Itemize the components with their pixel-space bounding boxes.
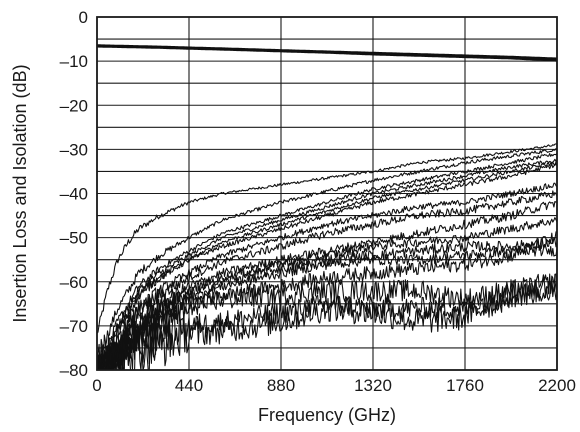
y-tick-label: –40 (60, 185, 88, 204)
y-tick-label: –50 (60, 229, 88, 248)
y-tick-label: –60 (60, 273, 88, 292)
y-tick-label: –20 (60, 96, 88, 115)
y-axis-label: Insertion Loss and Isolation (dB) (10, 64, 30, 322)
isolation-line (96, 148, 558, 371)
x-tick-label: 0 (92, 376, 101, 395)
x-tick-label: 1760 (446, 376, 484, 395)
isolation-line (96, 163, 558, 371)
y-tick-label: –10 (60, 52, 88, 71)
y-tick-label: 0 (79, 8, 88, 27)
plot-area (96, 16, 558, 371)
x-tick-label: 440 (175, 376, 203, 395)
y-tick-label: –70 (60, 317, 88, 336)
x-axis-label: Frequency (GHz) (258, 405, 396, 425)
x-tick-label: 1320 (354, 376, 392, 395)
isolation-line (96, 158, 558, 371)
insertion-loss-line (96, 44, 558, 62)
y-tick-label: –30 (60, 140, 88, 159)
isolation-line (96, 143, 558, 334)
x-tick-label: 2200 (538, 376, 576, 395)
x-tick-label: 880 (267, 376, 295, 395)
series-group (96, 44, 558, 371)
isolation-line (97, 190, 558, 371)
isolation-line (96, 161, 558, 371)
isolation-line (96, 271, 558, 371)
y-tick-label: –80 (60, 361, 88, 380)
isolation-line (96, 273, 558, 371)
isolation-line (96, 152, 558, 370)
tick-labels: 0 440 880 1320 1760 2200 0 –10 –20 –30 –40 –50 –60 –7… (60, 8, 576, 395)
